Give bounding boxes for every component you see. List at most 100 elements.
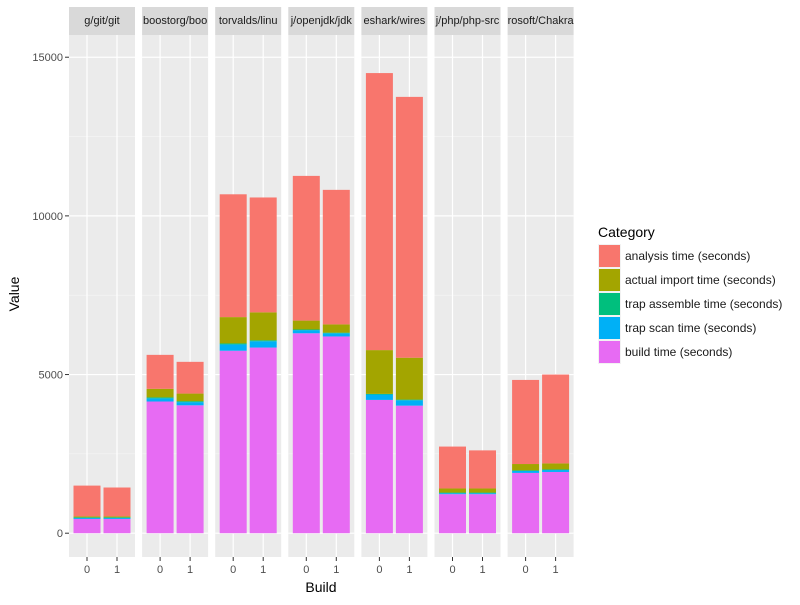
x-axis-title: Build — [305, 579, 336, 595]
legend-label: trap assemble time (seconds) — [625, 297, 782, 311]
bar-segment — [365, 399, 393, 534]
facet-panel: 0 1 j/php/php-src — [434, 7, 501, 576]
bar-segment — [292, 330, 320, 334]
bar-segment — [249, 341, 277, 348]
panels-layer: 0 1 g/git/git 0 1 boostorg/boo 0 1 torvalds/linu… — [69, 7, 574, 576]
bar-segment — [249, 197, 277, 313]
facet-panel: 0 1 boostorg/boo — [142, 7, 209, 576]
bar-segment — [176, 401, 204, 403]
legend-key — [599, 317, 620, 339]
bar-segment — [395, 399, 423, 401]
bar-segment — [322, 189, 350, 325]
facet-panel: 0 1 eshark/wires — [361, 7, 428, 576]
bar-segment — [395, 357, 423, 400]
bar-segment — [439, 493, 466, 495]
bar-segment — [219, 194, 247, 318]
x-tick-label: 1 — [553, 564, 559, 576]
bar-segment — [103, 518, 131, 534]
x-tick-label: 0 — [84, 564, 90, 576]
facet-panel: 0 1 j/openjdk/jdk — [288, 7, 355, 576]
panel-background — [69, 35, 135, 557]
facet-panel: 0 1 rosoft/Chakra — [507, 7, 575, 576]
bar-segment — [365, 350, 393, 394]
legend-key — [599, 341, 620, 363]
facet-label: rosoft/Chakra — [508, 15, 575, 27]
bar-segment — [103, 517, 131, 518]
facet-label: j/openjdk/jdk — [290, 15, 353, 27]
facet-strip — [434, 7, 501, 35]
bar-segment — [146, 398, 174, 402]
bar-segment — [512, 472, 540, 534]
bar-segment — [542, 469, 570, 471]
bar-segment — [146, 397, 174, 399]
x-tick-label: 1 — [406, 564, 412, 576]
y-axis: 0 5000 10000 15000 — [32, 52, 69, 540]
legend-key — [599, 245, 620, 267]
bar-segment — [176, 405, 204, 534]
legend-label: build time (seconds) — [625, 345, 732, 359]
x-tick-label: 0 — [376, 564, 382, 576]
bar-segment — [146, 354, 174, 389]
y-axis-title: Value — [6, 276, 22, 311]
bar-segment — [512, 464, 540, 471]
bar-segment — [219, 343, 247, 345]
legend-key — [599, 293, 620, 315]
bar-segment — [469, 494, 496, 534]
bar-segment — [512, 470, 540, 472]
facet-strip — [69, 7, 135, 35]
bar-segment — [292, 320, 320, 330]
facet-strip — [361, 7, 428, 35]
bar-segment — [512, 471, 540, 473]
bar-segment — [512, 379, 540, 465]
bar-segment — [439, 446, 466, 489]
legend-key — [599, 269, 620, 291]
bar-segment — [219, 344, 247, 351]
y-tick-label: 5000 — [39, 370, 63, 382]
bar-segment — [219, 350, 247, 534]
bar-segment — [542, 463, 570, 470]
x-tick-label: 0 — [230, 564, 236, 576]
facet-label: g/git/git — [84, 15, 119, 27]
bar-segment — [322, 336, 350, 534]
x-tick-label: 1 — [187, 564, 193, 576]
bar-segment — [249, 340, 277, 342]
bar-segment — [542, 374, 570, 464]
bar-segment — [322, 333, 350, 337]
x-tick-label: 0 — [303, 564, 309, 576]
bar-segment — [249, 347, 277, 534]
bar-segment — [103, 516, 131, 518]
bar-segment — [73, 517, 101, 519]
facet-strip — [215, 7, 282, 35]
bar-segment — [365, 394, 393, 400]
bar-segment — [103, 517, 131, 519]
bar-segment — [249, 312, 277, 341]
bar-segment — [292, 329, 320, 331]
bar-segment — [439, 494, 466, 534]
bar-segment — [292, 175, 320, 321]
legend-label: trap scan time (seconds) — [625, 321, 756, 335]
legend-title: Category — [598, 224, 655, 240]
x-tick-label: 1 — [260, 564, 266, 576]
facet-strip — [507, 7, 574, 35]
bar-segment — [146, 388, 174, 398]
facet-strip — [288, 7, 355, 35]
bar-segment — [73, 518, 101, 534]
facet-panel: 0 1 g/git/git — [69, 7, 135, 576]
bar-segment — [469, 492, 496, 494]
bar-segment — [73, 517, 101, 518]
bar-segment — [469, 488, 496, 493]
facet-label: j/php/php-src — [435, 15, 500, 27]
x-tick-label: 0 — [157, 564, 163, 576]
bar-segment — [365, 73, 393, 351]
facet-label: eshark/wires — [364, 15, 426, 27]
facet-strip — [142, 7, 209, 35]
bar-segment — [542, 471, 570, 534]
legend-label: analysis time (seconds) — [625, 249, 750, 263]
bar-segment — [395, 400, 423, 406]
legend: Category analysis time (seconds) actual i… — [598, 224, 782, 364]
legend-label: actual import time (seconds) — [625, 273, 776, 287]
bar-segment — [219, 317, 247, 344]
y-tick-label: 15000 — [32, 52, 63, 64]
